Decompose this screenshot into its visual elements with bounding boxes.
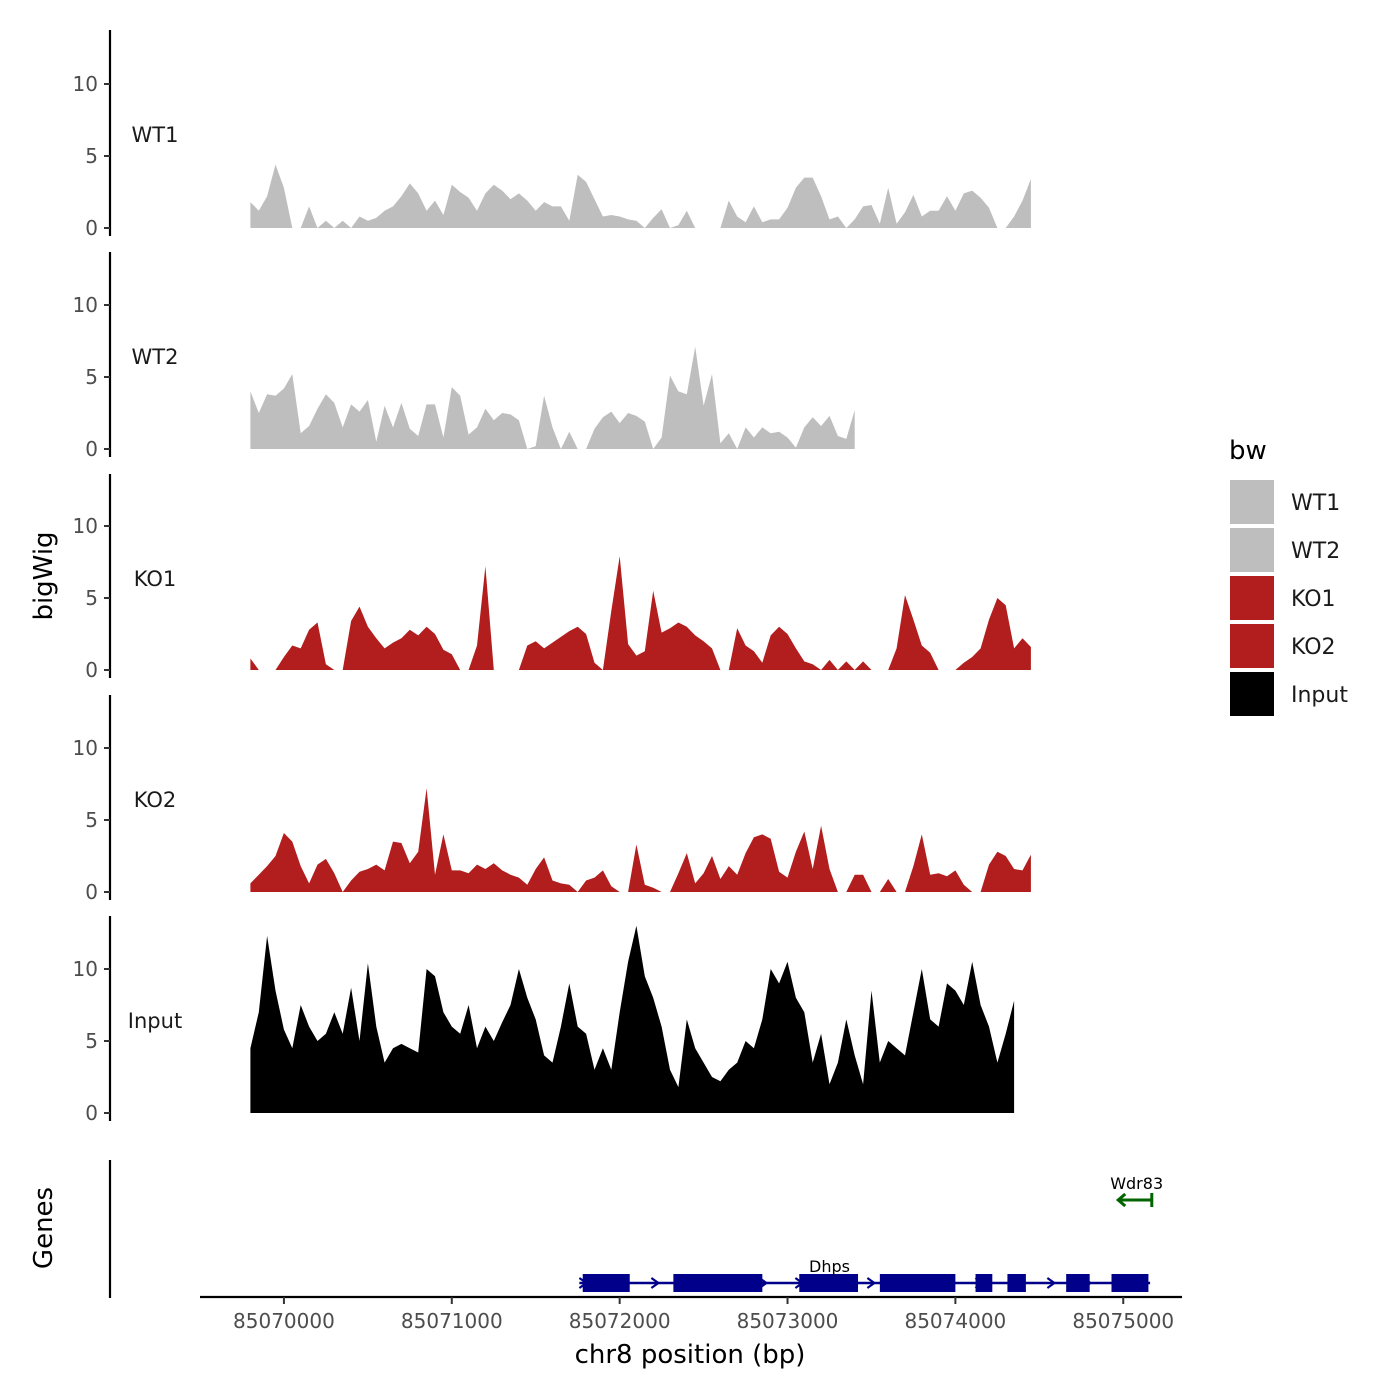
- track-label-ko2: KO2: [134, 788, 177, 812]
- legend-label-ko1: KO1: [1291, 587, 1336, 612]
- y-axis-title-bigwig: bigWig: [29, 531, 59, 620]
- y-tick-label-wt2-5: 5: [85, 365, 98, 389]
- strand-arrow-dhps: [650, 1277, 661, 1289]
- y-tick-label-wt1-10: 10: [73, 72, 98, 96]
- legend-swatch-wt2: [1230, 528, 1274, 572]
- exon-dhps-2: [673, 1274, 763, 1292]
- track-label-wt2: WT2: [132, 345, 179, 369]
- y-tick-label-ko2-5: 5: [85, 808, 98, 832]
- strand-arrow-dhps: [1046, 1277, 1057, 1289]
- gene-label-wdr83: Wdr83: [1110, 1174, 1163, 1193]
- x-axis: 85070000 85071000 85072000 85073000 85074000…: [200, 1295, 1182, 1333]
- legend-label-ko2: KO2: [1291, 635, 1336, 660]
- genes-panel: Dhps Wdr83: [108, 1160, 1163, 1298]
- exon-dhps-8: [1111, 1274, 1149, 1292]
- y-tick-label-wt1-0: 0: [85, 216, 98, 240]
- track-area-wt1: [250, 164, 1031, 228]
- exon-dhps-6: [1007, 1274, 1026, 1292]
- y-tick-label-ko1-10: 10: [73, 514, 98, 538]
- bigwig-tracks: WT1 WT2 KO1 KO2 Input: [128, 123, 1031, 1113]
- x-tick-label-85072000: 85072000: [569, 1309, 671, 1333]
- legend-label-input: Input: [1291, 683, 1348, 708]
- y-tick-label-input-0: 0: [85, 1101, 98, 1125]
- bigwig-y-axes: 0 5 10 0 5 10 0 5 10 0 5 10 0 5 10: [73, 30, 112, 1125]
- track-label-ko1: KO1: [134, 567, 177, 591]
- y-tick-label-ko1-5: 5: [85, 586, 98, 610]
- legend-label-wt1: WT1: [1291, 491, 1340, 516]
- track-area-ko1: [250, 556, 1031, 670]
- exon-dhps-7: [1066, 1274, 1090, 1292]
- strand-arrow-dhps: [866, 1277, 877, 1289]
- track-area-input: [250, 925, 1015, 1113]
- legend-label-wt2: WT2: [1291, 539, 1340, 564]
- track-label-wt1: WT1: [132, 123, 179, 147]
- x-tick-label-85073000: 85073000: [737, 1309, 839, 1333]
- legend-swatch-ko2: [1230, 624, 1274, 668]
- y-tick-label-wt1-5: 5: [85, 144, 98, 168]
- track-area-wt2: [250, 346, 855, 449]
- y-tick-label-wt2-0: 0: [85, 437, 98, 461]
- x-tick-label-85074000: 85074000: [904, 1309, 1006, 1333]
- x-tick-label-85071000: 85071000: [401, 1309, 503, 1333]
- legend-swatch-wt1: [1230, 480, 1274, 524]
- x-axis-title: chr8 position (bp): [575, 1340, 806, 1370]
- legend-title: bw: [1229, 436, 1267, 466]
- track-label-input: Input: [128, 1009, 182, 1033]
- y-tick-label-ko2-10: 10: [73, 736, 98, 760]
- y-axis-title-genes: Genes: [29, 1187, 59, 1269]
- y-tick-label-input-10: 10: [73, 957, 98, 981]
- exon-dhps-3: [799, 1274, 859, 1292]
- legend-swatch-input: [1230, 672, 1274, 716]
- y-tick-label-input-5: 5: [85, 1029, 98, 1053]
- strand-arrow-wdr83: [1115, 1192, 1127, 1208]
- y-tick-label-ko2-0: 0: [85, 880, 98, 904]
- legend: bw WT1 WT2 KO1 KO2 Input: [1229, 436, 1348, 716]
- x-tick-label-85075000: 85075000: [1072, 1309, 1174, 1333]
- exon-dhps-4: [879, 1274, 956, 1292]
- x-tick-label-85070000: 85070000: [233, 1309, 335, 1333]
- gene-label-dhps: Dhps: [809, 1257, 850, 1276]
- legend-swatch-ko1: [1230, 576, 1274, 620]
- y-tick-label-wt2-10: 10: [73, 293, 98, 317]
- exon-dhps-5: [975, 1274, 993, 1292]
- track-area-ko2: [250, 788, 1031, 892]
- exon-dhps-1: [582, 1274, 630, 1292]
- y-tick-label-ko1-0: 0: [85, 658, 98, 682]
